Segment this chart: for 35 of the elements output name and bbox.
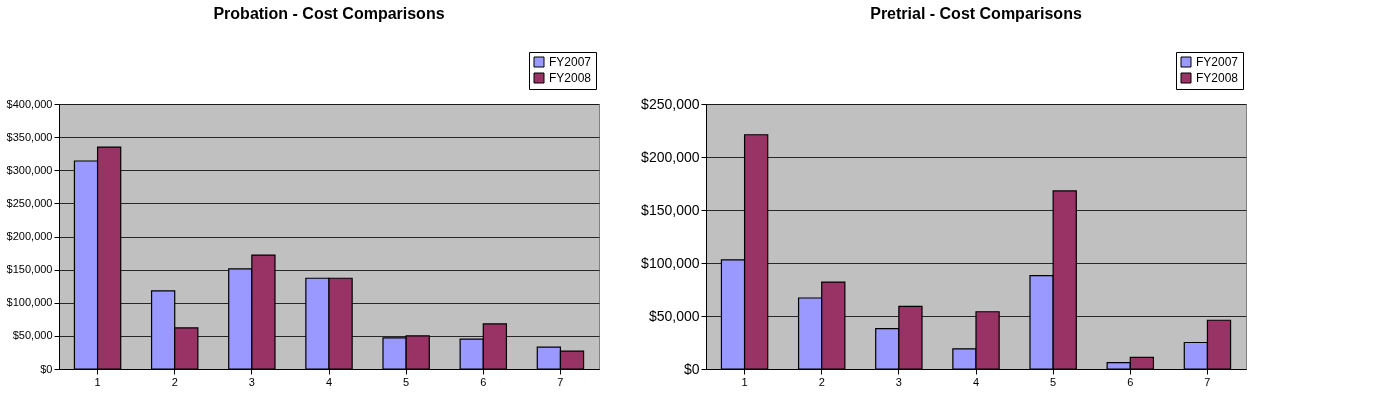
y-tick-label: $200,000	[641, 148, 700, 165]
x-tick-label: 4	[325, 375, 333, 388]
chart-title: Probation - Cost Comparisons	[213, 4, 445, 22]
x-tick-label: 4	[972, 375, 980, 388]
x-tick-label: 7	[557, 375, 564, 388]
y-tick-label: $150,000	[6, 263, 53, 276]
x-tick-label: 6	[480, 375, 487, 388]
x-tick-label: 1	[94, 375, 101, 388]
y-tick-label: $100,000	[6, 296, 53, 309]
y-tick-label: $50,000	[12, 329, 53, 342]
y-tick-label: $250,000	[6, 196, 53, 209]
y-tick-label: $100,000	[641, 254, 700, 271]
y-tick-label: $200,000	[6, 230, 53, 242]
y-tick-label: $300,000	[6, 163, 53, 176]
legend-label: FY2007	[549, 55, 592, 69]
x-tick-label: 2	[818, 375, 825, 388]
x-tick-label: 5	[1050, 375, 1057, 388]
x-tick-label: 6	[1127, 375, 1134, 388]
legend-label: FY2008	[549, 71, 592, 85]
x-tick-label: 5	[403, 375, 410, 388]
y-tick-label: $400,000	[6, 97, 53, 110]
x-tick-label: 1	[741, 375, 748, 388]
y-tick-label: $150,000	[641, 201, 700, 218]
chart-title: Pretrial - Cost Comparisons	[870, 4, 1082, 22]
legend-label: FY2007	[1196, 55, 1239, 69]
x-tick-label: 3	[248, 375, 255, 388]
y-tick-label: $250,000	[641, 95, 700, 112]
y-tick-label: $0	[40, 362, 53, 375]
y-tick-label: $50,000	[648, 307, 700, 324]
x-tick-label: 7	[1204, 375, 1211, 388]
x-tick-label: 3	[895, 375, 902, 388]
y-tick-label: $350,000	[6, 130, 53, 143]
y-tick-label: $0	[683, 360, 700, 377]
x-tick-label: 2	[171, 375, 178, 388]
legend-label: FY2008	[1196, 71, 1239, 85]
